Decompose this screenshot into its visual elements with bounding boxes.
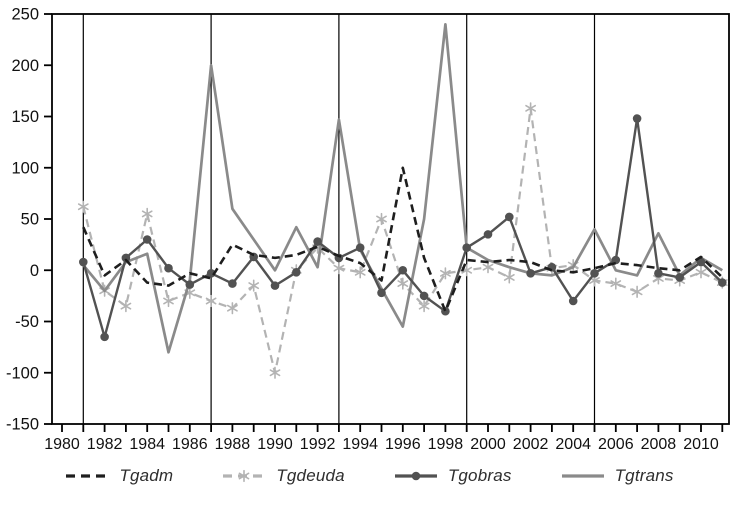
legend-item-tgobras: Tgobras xyxy=(393,466,512,486)
line-chart-plot: 250 200 150 100 50 0 -50 -100 -150 1980 1982 1984 19… xyxy=(6,6,730,453)
svg-text:2010: 2010 xyxy=(683,436,719,453)
legend-swatch-tgobras xyxy=(394,471,437,481)
svg-text:1986: 1986 xyxy=(172,436,208,453)
svg-text:250: 250 xyxy=(11,6,39,24)
legend-item-tgadm: Tgadm xyxy=(64,466,173,486)
legend-swatch-tgdeuda xyxy=(223,469,266,483)
legend-label-tgtrans: Tgtrans xyxy=(614,466,674,485)
svg-text:150: 150 xyxy=(11,108,39,126)
chart-legend: Tgadm Tgdeuda Tgobras Tgtrans xyxy=(0,466,738,486)
svg-text:0: 0 xyxy=(30,262,39,280)
legend-label-tgdeuda: Tgdeuda xyxy=(276,466,345,485)
svg-text:1998: 1998 xyxy=(428,436,464,453)
legend-swatch-tgadm xyxy=(66,474,109,478)
svg-text:1996: 1996 xyxy=(385,436,421,453)
svg-text:-50: -50 xyxy=(15,313,39,331)
legend-item-tgdeuda: Tgdeuda xyxy=(221,466,345,486)
svg-text:200: 200 xyxy=(11,57,39,75)
svg-text:2008: 2008 xyxy=(641,436,677,453)
svg-text:2004: 2004 xyxy=(555,436,591,453)
svg-text:2000: 2000 xyxy=(470,436,506,453)
legend-label-tgadm: Tgadm xyxy=(119,466,174,485)
svg-text:100: 100 xyxy=(11,159,39,177)
svg-text:1992: 1992 xyxy=(300,436,336,453)
legend-label-tgobras: Tgobras xyxy=(447,466,512,485)
legend-item-tgtrans: Tgtrans xyxy=(560,466,674,486)
svg-text:2002: 2002 xyxy=(513,436,549,453)
svg-text:1988: 1988 xyxy=(215,436,251,453)
legend-swatch-tgtrans xyxy=(561,474,604,478)
svg-text:1982: 1982 xyxy=(87,436,123,453)
svg-text:1994: 1994 xyxy=(342,436,378,453)
svg-text:-150: -150 xyxy=(6,416,39,434)
svg-text:50: 50 xyxy=(21,211,39,229)
svg-text:1980: 1980 xyxy=(44,436,80,453)
svg-text:-100: -100 xyxy=(6,364,39,382)
svg-text:2006: 2006 xyxy=(598,436,634,453)
svg-text:1990: 1990 xyxy=(257,436,293,453)
svg-text:1984: 1984 xyxy=(129,436,165,453)
